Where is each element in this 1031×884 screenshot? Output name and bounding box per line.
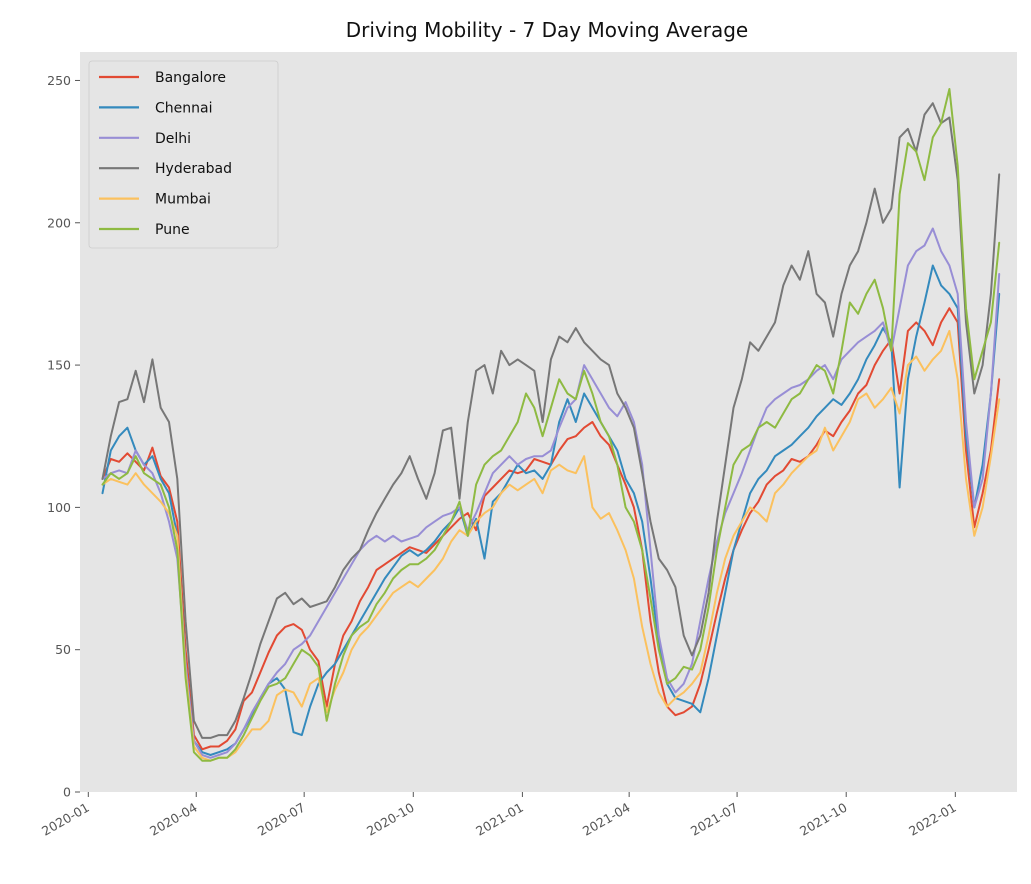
x-tick-label: 2021-01 xyxy=(473,800,526,839)
legend: Bangalore Chennai Delhi Hyderabad Mumbai Pune xyxy=(88,60,279,249)
x-tick-label: 2020-10 xyxy=(364,800,417,839)
x-tick-label: 2020-07 xyxy=(255,800,308,839)
y-tick-label: 50 xyxy=(55,642,71,657)
series-layer xyxy=(101,88,1001,762)
legend-label-pune: Pune xyxy=(155,222,190,238)
series-line-chennai xyxy=(101,264,1001,756)
x-tick-label: 2021-10 xyxy=(797,800,850,839)
y-axis: 0 50 100 150 200 250 xyxy=(47,73,80,800)
legend-label-mumbai: Mumbai xyxy=(155,192,211,208)
series-line-pune xyxy=(101,88,1001,762)
legend-label-chennai: Chennai xyxy=(155,100,212,116)
x-axis: 2020-01 2020-04 2020-07 2020-10 2021-01 2021-… xyxy=(39,792,959,839)
y-tick-label: 200 xyxy=(47,215,71,230)
legend-box xyxy=(88,60,279,249)
series-line-delhi xyxy=(101,227,1001,759)
x-tick-label: 2021-07 xyxy=(688,800,741,839)
x-tick-label: 2020-04 xyxy=(147,800,200,839)
y-tick-label: 150 xyxy=(47,358,71,373)
series-line-mumbai xyxy=(101,329,1001,762)
y-tick-label: 0 xyxy=(63,785,71,800)
x-tick-label: 2021-04 xyxy=(580,800,633,839)
legend-label-bangalore: Bangalore xyxy=(155,70,226,86)
series-line-hyderabad xyxy=(101,102,1001,739)
x-tick-label: 2020-01 xyxy=(39,800,92,839)
x-tick-label: 2022-01 xyxy=(906,800,959,839)
legend-label-hyderabad: Hyderabad xyxy=(155,161,232,177)
y-tick-label: 100 xyxy=(47,500,71,515)
legend-label-delhi: Delhi xyxy=(155,131,191,147)
y-tick-label: 250 xyxy=(47,73,71,88)
chart-title: Driving Mobility - 7 Day Moving Average xyxy=(346,18,748,42)
